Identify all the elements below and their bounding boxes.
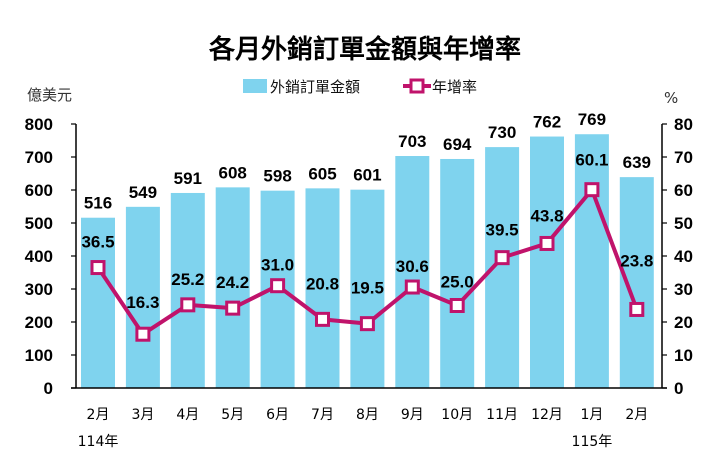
bar	[350, 189, 385, 388]
bar-value-label: 703	[398, 132, 426, 151]
x-tick-label: 12月	[531, 407, 563, 423]
line-marker	[494, 250, 510, 266]
bar-value-label: 694	[443, 135, 472, 154]
x-tick-label: 7月	[311, 407, 334, 423]
line-value-label: 31.0	[261, 256, 294, 275]
line-marker	[180, 297, 196, 313]
right-tick-label: 80	[674, 115, 693, 134]
bar-value-label: 639	[623, 153, 651, 172]
bar	[81, 217, 115, 388]
left-tick-label: 100	[25, 346, 53, 365]
left-tick-label: 400	[25, 247, 53, 266]
line-value-label: 24.2	[216, 273, 249, 292]
bar	[530, 136, 564, 388]
legend-line-marker	[409, 78, 425, 94]
right-tick-label: 0	[674, 379, 683, 398]
bar	[305, 188, 340, 388]
year-label: 115年	[572, 434, 613, 450]
line-marker	[315, 311, 330, 327]
bar-value-label: 769	[578, 110, 606, 129]
bar-value-label: 598	[263, 167, 291, 186]
legend: 外銷訂單金額 年增率	[243, 78, 477, 96]
bar-value-label: 516	[84, 194, 112, 213]
left-tick-label: 0	[44, 379, 53, 398]
line-series	[90, 182, 645, 342]
bar-value-label: 608	[219, 163, 247, 182]
line-marker	[90, 260, 106, 276]
bar-value-label: 605	[308, 164, 336, 183]
x-tick-label: 6月	[266, 407, 289, 423]
line-value-label: 60.1	[575, 151, 608, 170]
line-marker	[404, 279, 420, 295]
line-value-label: 23.8	[620, 251, 653, 270]
bar	[125, 206, 160, 388]
data-labels: 516 549 591 608 598 605 601 703 694 730 762 769 639 3…	[81, 110, 653, 312]
x-tick-label: 2月	[87, 407, 110, 423]
left-axis-unit: 億美元	[27, 86, 72, 104]
line-marker	[225, 300, 241, 316]
left-tick-label: 300	[25, 280, 53, 299]
left-tick-label: 200	[25, 313, 53, 332]
x-tick-label: 11月	[486, 407, 518, 423]
right-tick-label: 10	[674, 346, 693, 365]
bar-value-label: 601	[353, 166, 381, 185]
chart-title: 各月外銷訂單金額與年增率	[208, 34, 521, 65]
right-axis-unit: %	[664, 89, 678, 107]
axes: 0 100 200 300 400 500 600 700 800 0 10 20 30 40 50 60 70…	[25, 115, 693, 450]
line-marker	[359, 316, 375, 332]
line-value-label: 16.3	[126, 293, 159, 312]
x-tick-label: 8月	[356, 407, 379, 423]
bar-value-label: 549	[129, 183, 157, 202]
x-tick-label: 5月	[221, 407, 244, 423]
left-tick-label: 800	[25, 115, 53, 134]
line-marker	[135, 326, 151, 342]
bar-value-label: 591	[174, 169, 202, 188]
line-marker	[629, 301, 645, 317]
right-tick-label: 20	[674, 313, 693, 332]
line-marker	[539, 235, 555, 251]
x-tick-label: 1月	[580, 407, 603, 423]
line-value-label: 25.0	[441, 273, 474, 292]
line-value-label: 19.5	[351, 279, 384, 298]
line-value-label: 25.2	[171, 270, 204, 289]
right-tick-label: 70	[674, 148, 693, 167]
left-tick-label: 600	[25, 181, 53, 200]
line-value-label: 39.5	[486, 221, 519, 240]
x-tick-label: 3月	[131, 407, 154, 423]
legend-bar-label: 外銷訂單金額	[270, 78, 360, 96]
x-tick-label: 2月	[625, 407, 648, 423]
bar	[170, 192, 205, 388]
x-tick-label: 9月	[401, 407, 424, 423]
line-marker	[449, 298, 465, 313]
bar-value-label: 762	[533, 113, 561, 132]
bar-value-label: 730	[488, 123, 516, 142]
year-label: 114年	[78, 434, 119, 450]
x-tick-label: 10月	[441, 407, 473, 423]
right-tick-label: 60	[674, 181, 693, 200]
x-tick-label: 4月	[176, 407, 199, 423]
right-tick-label: 50	[674, 214, 693, 233]
line-value-label: 36.5	[81, 233, 114, 252]
bar	[440, 158, 475, 388]
legend-bar-swatch	[243, 79, 267, 93]
left-tick-label: 500	[25, 214, 53, 233]
left-tick-label: 700	[25, 148, 53, 167]
line-value-label: 43.8	[530, 206, 563, 225]
right-tick-label: 40	[674, 247, 693, 266]
bar	[395, 156, 430, 388]
bar	[574, 134, 609, 388]
bar	[215, 187, 250, 388]
right-tick-label: 30	[674, 280, 693, 299]
line-value-label: 30.6	[396, 257, 429, 276]
legend-line-label: 年增率	[432, 78, 477, 96]
line-value-label: 20.8	[306, 274, 339, 293]
line-marker	[270, 278, 286, 294]
line-marker	[584, 182, 600, 198]
